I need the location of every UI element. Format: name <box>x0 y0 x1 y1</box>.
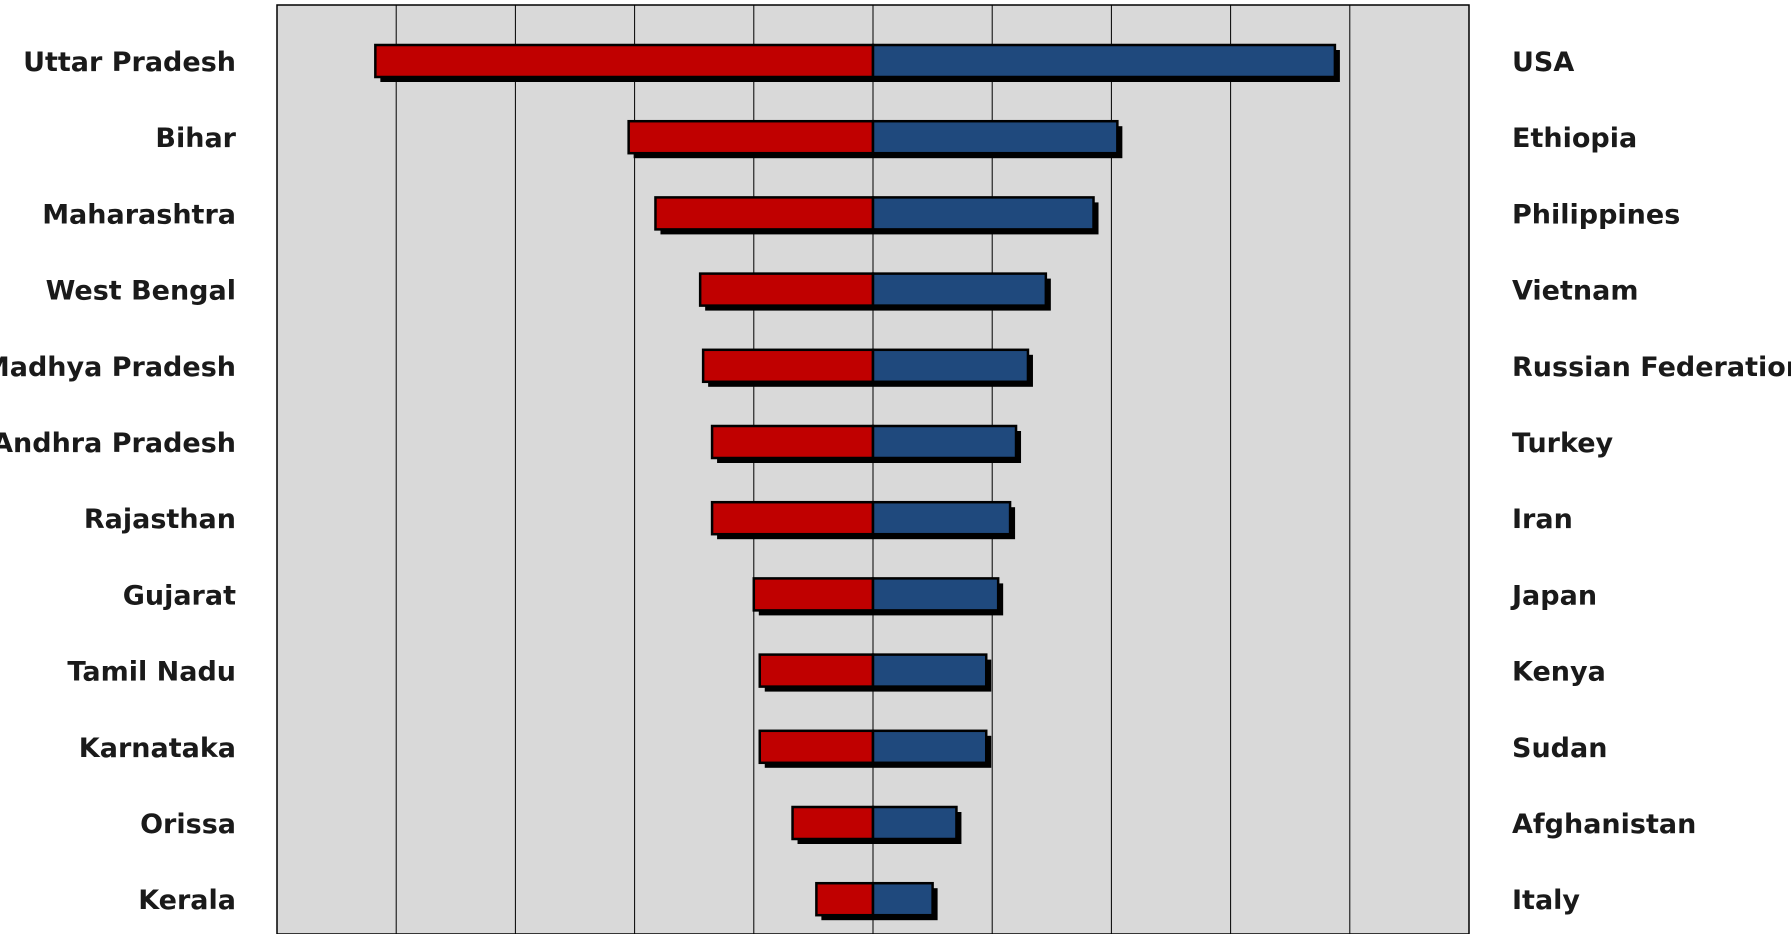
right-category-label: Russian Federation <box>1512 352 1791 383</box>
right-category-label: Sudan <box>1512 733 1607 764</box>
right-category-label: Vietnam <box>1512 276 1638 307</box>
bar-left-gujarat <box>752 577 875 612</box>
bar-left-tamil-nadu <box>758 653 875 688</box>
left-category-label: Kerala <box>138 885 236 916</box>
bar-left-maharashtra <box>654 196 875 231</box>
right-category-label: Turkey <box>1512 428 1614 459</box>
right-category-label: USA <box>1512 47 1574 78</box>
bar-right-vietnam <box>871 272 1048 307</box>
right-category-label: Italy <box>1512 885 1580 916</box>
left-category-label: Madhya Pradesh <box>0 352 236 383</box>
bar-left-orissa <box>791 805 875 841</box>
bar-left-rajasthan <box>710 500 875 536</box>
right-category-labels: USA Ethiopia Philippines Vietnam Russian Fed… <box>1510 47 1791 916</box>
bar-right-italy <box>871 881 934 917</box>
bar-left-west-bengal <box>698 272 875 307</box>
bar-left-madhya-pradesh <box>701 348 875 384</box>
left-category-labels: Uttar Pradesh Bihar Maharashtra West Bengal… <box>0 47 237 916</box>
left-category-label: Karnataka <box>79 733 236 764</box>
right-category-label: Philippines <box>1512 199 1680 230</box>
right-category-label: Japan <box>1510 580 1597 611</box>
right-category-label: Kenya <box>1512 657 1606 688</box>
left-category-label: Rajasthan <box>84 504 236 535</box>
bar-right-ethiopia <box>871 119 1119 155</box>
bar-left-andhra-pradesh <box>710 424 875 460</box>
bar-right-kenya <box>871 653 988 688</box>
bar-left-bihar <box>627 119 875 155</box>
bar-right-turkey <box>871 424 1018 460</box>
right-category-label: Ethiopia <box>1512 123 1637 154</box>
left-category-label: Orissa <box>140 809 236 840</box>
bar-right-usa <box>871 43 1337 79</box>
left-category-label: Bihar <box>155 123 236 154</box>
gridlines <box>395 5 1351 934</box>
bar-right-japan <box>871 577 1000 612</box>
left-category-label: Andhra Pradesh <box>0 428 236 459</box>
left-category-label: Uttar Pradesh <box>23 47 236 78</box>
left-category-label: Maharashtra <box>42 199 236 230</box>
left-category-label: West Bengal <box>46 276 236 307</box>
bar-left-kerala <box>815 881 875 917</box>
bar-right-russian-federation <box>871 348 1030 384</box>
bar-right-afghanistan <box>871 805 958 841</box>
left-category-label: Gujarat <box>123 580 236 611</box>
bar-right-philippines <box>871 196 1095 231</box>
bars <box>374 43 1340 921</box>
bar-right-sudan <box>871 729 988 765</box>
bar-left-uttar-pradesh <box>374 43 875 79</box>
left-category-label: Tamil Nadu <box>67 657 236 688</box>
bar-left-karnataka <box>758 729 875 765</box>
right-category-label: Iran <box>1512 504 1573 535</box>
right-category-label: Afghanistan <box>1512 809 1696 840</box>
bar-right-iran <box>871 500 1012 536</box>
